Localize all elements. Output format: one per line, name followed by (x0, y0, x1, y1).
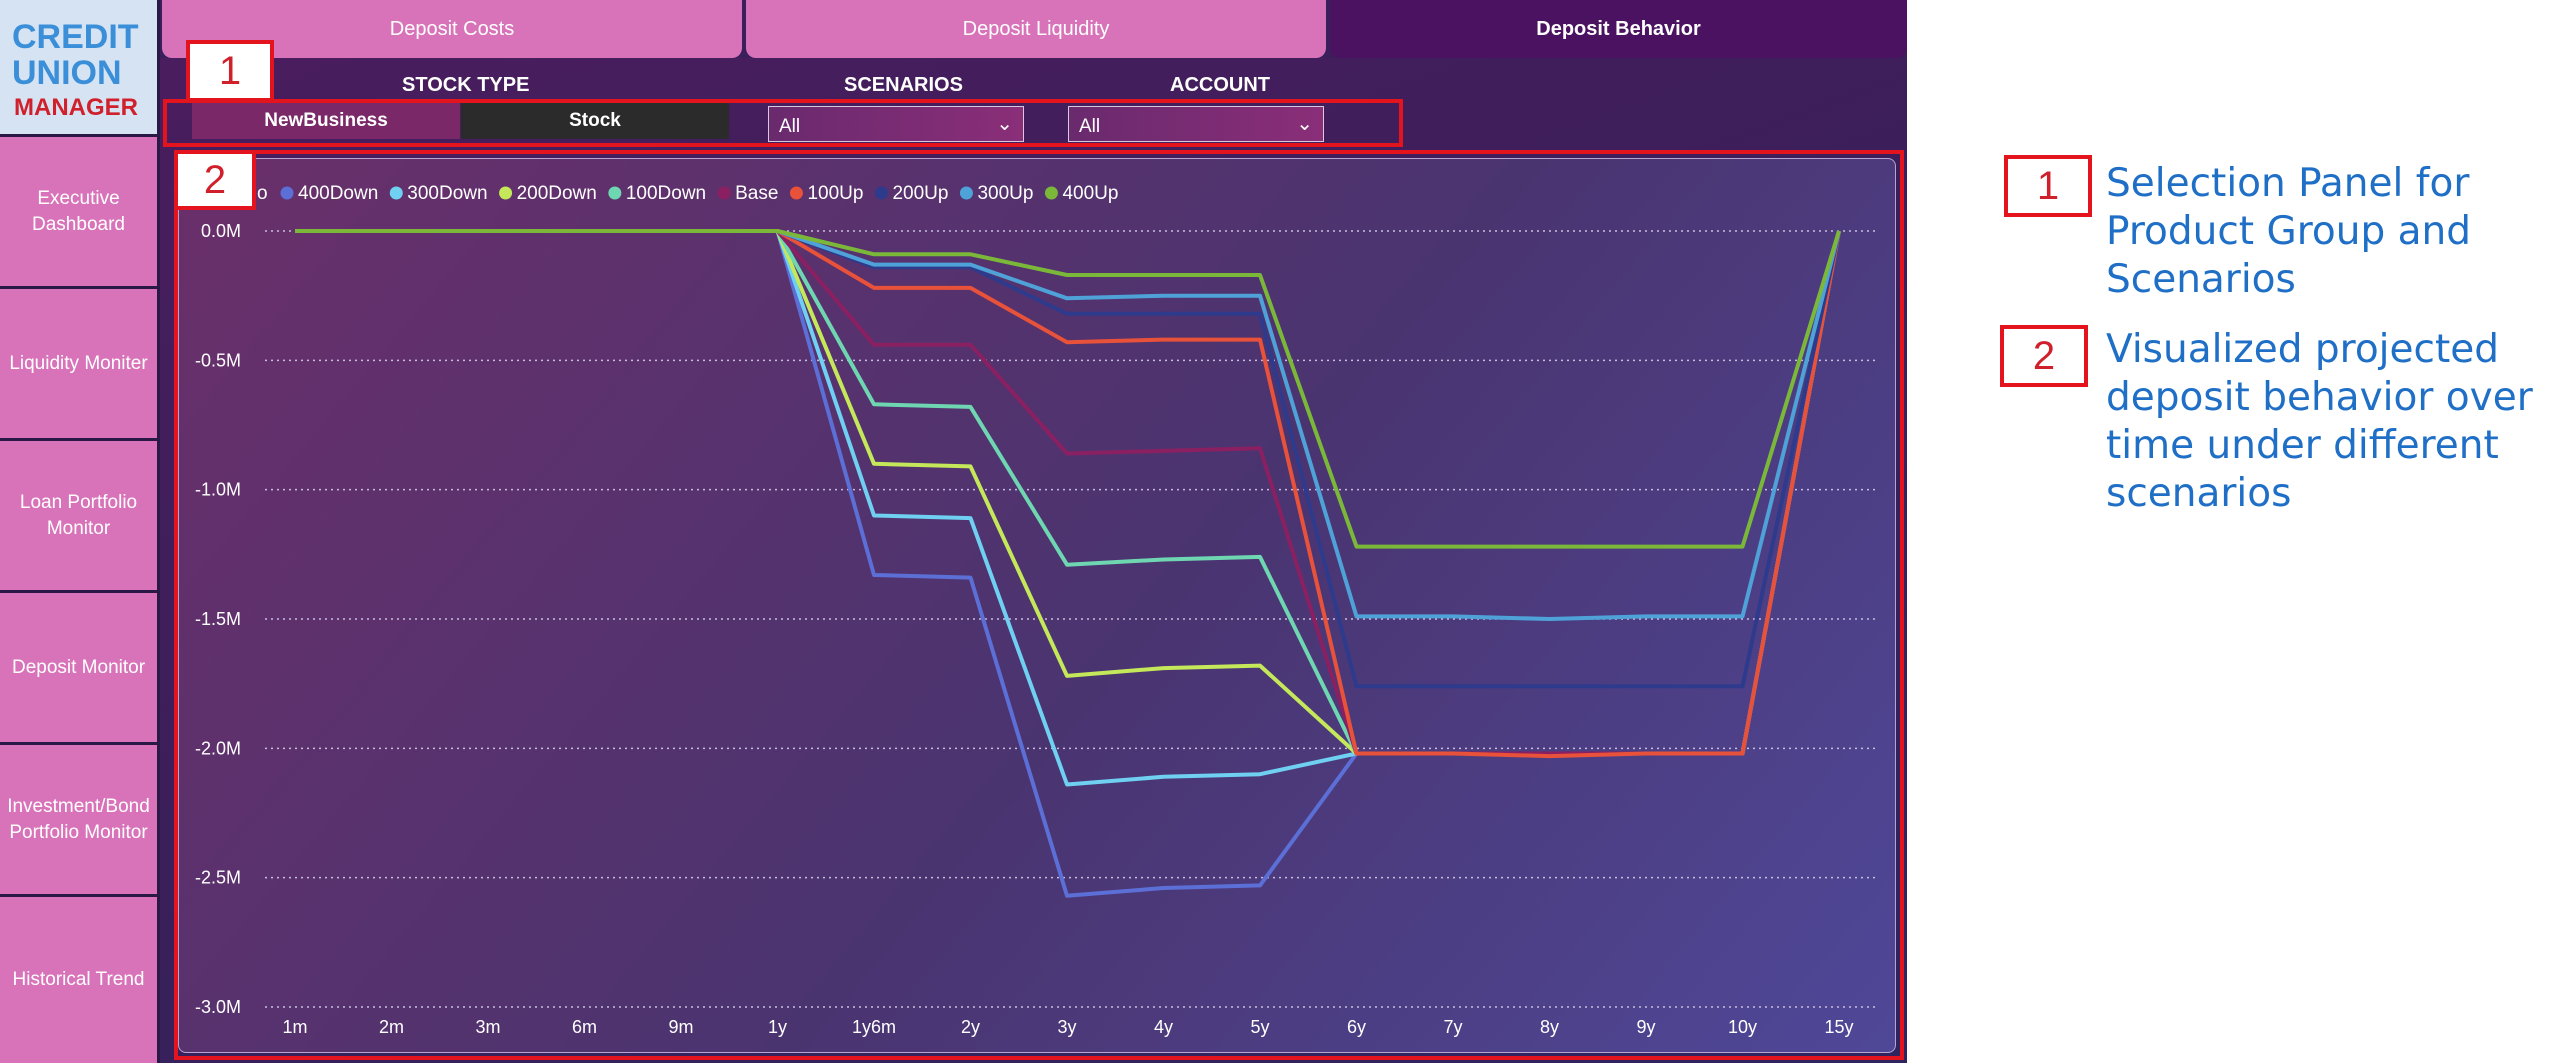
x-tick-label: 1y (768, 1017, 787, 1037)
account-value: All (1079, 116, 1101, 137)
x-tick-label: 6m (572, 1017, 597, 1037)
dashboard: CREDIT UNION MANAGER Executive Dashboard… (0, 0, 1907, 1063)
legend-label: 200Up (892, 183, 948, 204)
x-tick-label: 7y (1443, 1017, 1462, 1037)
chevron-down-icon: ⌄ (996, 113, 1013, 135)
account-dropdown[interactable]: All ⌄ (1068, 106, 1324, 142)
legend-marker (789, 186, 803, 200)
x-tick-label: 1y6m (852, 1017, 896, 1037)
sidebar-item-loan-portfolio-monitor[interactable]: Loan Portfolio Monitor (0, 438, 160, 590)
stock-type-newbusiness-button[interactable]: NewBusiness (192, 103, 460, 139)
legend-marker (874, 186, 888, 200)
x-tick-label: 3m (475, 1017, 500, 1037)
legend-label: 100Down (626, 183, 706, 204)
app-logo: CREDIT UNION MANAGER (0, 0, 160, 134)
callout-number-1: 1 (186, 40, 274, 102)
legend-marker (717, 186, 731, 200)
legend-marker (608, 186, 622, 200)
annotation-text-2: Visualized projected deposit behavior ov… (2106, 327, 2533, 516)
y-tick-label: -2.5M (195, 868, 241, 888)
sidebar-item-liquidity-moniter[interactable]: Liquidity Moniter (0, 286, 160, 438)
legend-prefix: o (257, 183, 268, 204)
sidebar-item-label: Liquidity Moniter (9, 352, 148, 374)
x-tick-label: 1m (282, 1017, 307, 1037)
y-tick-label: -3.0M (195, 997, 241, 1017)
x-tick-label: 15y (1824, 1017, 1853, 1037)
sidebar-item-label: Investment/Bond Portfolio Monitor (7, 795, 150, 843)
sidebar-item-label: Loan Portfolio Monitor (19, 491, 138, 539)
chart-card: 0.0M -0.5M -1.0M -1.5M -2.0M -2.5M -3.0M 1m 2m 3m… (178, 158, 1896, 1053)
callout-number-2: 2 (174, 150, 256, 210)
x-tick-label: 4y (1154, 1017, 1173, 1037)
sidebar-item-deposit-monitor[interactable]: Deposit Monitor (0, 590, 160, 742)
sidebar-item-investment-bond-portfolio-monitor[interactable]: Investment/Bond Portfolio Monitor (0, 742, 160, 894)
y-tick-label: -1.0M (195, 480, 241, 500)
y-tick-label: -0.5M (195, 350, 241, 370)
sidebar-item-executive-dashboard[interactable]: Executive Dashboard (0, 134, 160, 286)
logo-line-1: CREDIT (12, 18, 139, 56)
legend-number-1: 1 (2004, 155, 2092, 217)
legend-label: 400Down (298, 183, 378, 204)
account-label: ACCOUNT (1170, 74, 1270, 96)
sidebar-item-historical-trend[interactable]: Historical Trend (0, 894, 160, 1063)
legend-label: 300Down (407, 183, 487, 204)
tab-deposit-behavior[interactable]: Deposit Behavior (1330, 0, 1907, 58)
stock-type-stock-button[interactable]: Stock (461, 103, 729, 139)
legend-number-2: 2 (2000, 325, 2088, 387)
scenarios-value: All (779, 116, 801, 137)
sidebar-item-label: Executive Dashboard (32, 187, 125, 235)
x-tick-label: 2m (379, 1017, 404, 1037)
x-tick-label: 8y (1540, 1017, 1559, 1037)
y-tick-label: 0.0M (201, 221, 241, 241)
logo-line-2: UNION (12, 54, 122, 92)
scenarios-label: SCENARIOS (844, 74, 963, 96)
legend-label: 400Up (1062, 183, 1118, 204)
tab-label: Deposit Costs (389, 17, 515, 40)
deposit-behavior-chart: 0.0M -0.5M -1.0M -1.5M -2.0M -2.5M -3.0M 1m 2m 3m… (195, 183, 1879, 1037)
stock-type-label: STOCK TYPE (402, 74, 530, 96)
legend-label: Base (735, 183, 778, 204)
x-tick-label: 2y (961, 1017, 980, 1037)
legend-marker (1044, 186, 1058, 200)
legend-label: 200Down (517, 183, 597, 204)
sidebar-item-label: Deposit Monitor (11, 656, 146, 678)
y-tick-label: -1.5M (195, 609, 241, 629)
chevron-down-icon: ⌄ (1296, 113, 1313, 135)
sidebar-item-label: Historical Trend (12, 969, 145, 990)
legend-marker (389, 186, 403, 200)
x-tick-label: 9m (668, 1017, 693, 1037)
tab-label: Deposit Behavior (1536, 17, 1701, 40)
x-tick-label: 3y (1057, 1017, 1076, 1037)
legend-label: 100Up (807, 183, 863, 204)
annotation-text-1: Selection Panel for Product Group and Sc… (2106, 161, 2471, 302)
tab-deposit-liquidity[interactable]: Deposit Liquidity (746, 0, 1326, 58)
legend-label: 300Up (977, 183, 1033, 204)
y-tick-label: -2.0M (195, 738, 241, 758)
tab-label: Deposit Liquidity (962, 17, 1110, 40)
highlight-box-2 (174, 150, 1904, 1060)
highlight-box-1 (163, 99, 1403, 147)
series-line-400up (295, 229, 1841, 549)
scenarios-dropdown[interactable]: All ⌄ (768, 106, 1024, 142)
legend-marker (280, 186, 294, 200)
x-tick-label: 10y (1728, 1017, 1757, 1037)
x-tick-label: 9y (1636, 1017, 1655, 1037)
logo-line-3: MANAGER (14, 94, 138, 121)
legend-marker (959, 186, 973, 200)
x-tick-label: 6y (1347, 1017, 1366, 1037)
legend-marker (499, 186, 513, 200)
x-tick-label: 5y (1250, 1017, 1269, 1037)
